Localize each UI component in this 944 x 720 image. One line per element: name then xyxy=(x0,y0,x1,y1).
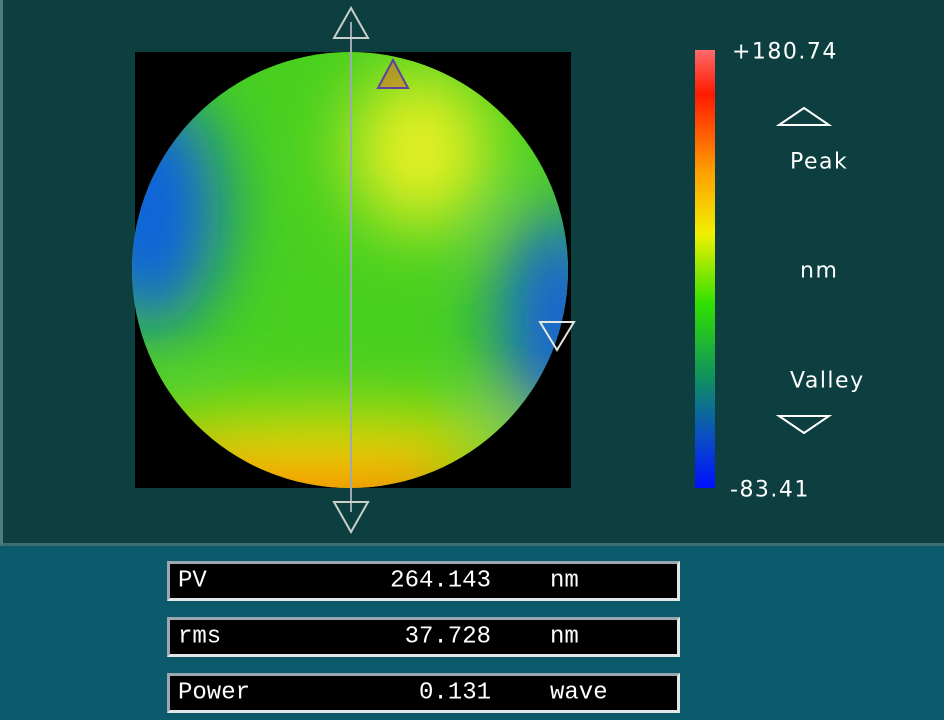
result-unit: nm xyxy=(550,567,579,595)
peak-marker xyxy=(376,57,410,89)
map-panel: +180.74 Peak nm Valley -83.41 xyxy=(0,0,944,546)
valley-marker xyxy=(538,321,576,352)
result-value: 37.728 xyxy=(404,623,491,651)
unit-label: nm xyxy=(800,258,839,284)
result-row: PV 264.143 nm xyxy=(167,561,680,601)
color-bar xyxy=(695,50,715,488)
peak-label: Peak xyxy=(790,149,849,175)
result-value: 264.143 xyxy=(390,567,491,595)
max-label: +180.74 xyxy=(732,39,838,65)
cursor-top[interactable] xyxy=(332,5,370,39)
result-name: PV xyxy=(178,567,207,595)
min-label: -83.41 xyxy=(730,477,810,503)
peak-icon xyxy=(775,106,833,126)
cursor-bottom[interactable] xyxy=(332,501,370,535)
result-value: 0.131 xyxy=(418,679,491,707)
result-row: Power 0.131 wave xyxy=(167,673,680,713)
result-name: rms xyxy=(178,623,222,651)
valley-icon xyxy=(775,415,833,435)
surface-map xyxy=(132,5,833,535)
result-unit: wave xyxy=(550,679,608,707)
result-row: rms 37.728 nm xyxy=(167,617,680,657)
result-unit: nm xyxy=(550,623,579,651)
valley-label: Valley xyxy=(790,368,865,394)
result-name: Power xyxy=(178,679,251,707)
